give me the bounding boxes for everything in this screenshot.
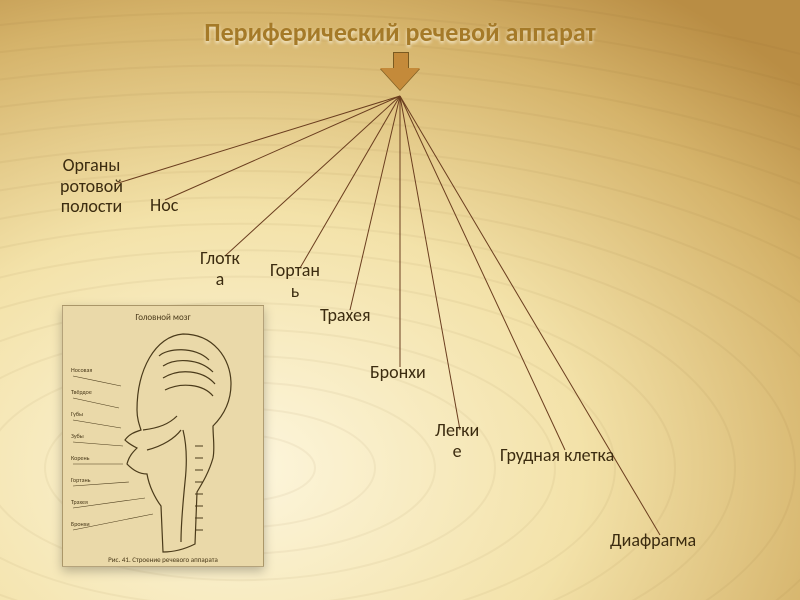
svg-text:Рис. 41. Строение речевого апп: Рис. 41. Строение речевого аппарата xyxy=(108,555,218,564)
fan-line xyxy=(165,96,400,200)
anatomy-svg: Головной мозг xyxy=(63,306,263,566)
slide-stage: Периферический речевой аппарат Органы ро… xyxy=(0,0,800,600)
fan-line xyxy=(350,96,400,310)
svg-text:Твёрдое: Твёрдое xyxy=(71,388,92,396)
fan-line xyxy=(400,96,565,450)
fan-label: Бронхи xyxy=(370,362,426,383)
svg-text:Зубы: Зубы xyxy=(71,432,84,440)
fan-label: Диафрагма xyxy=(610,530,696,551)
fan-label: Нос xyxy=(150,195,178,216)
svg-text:Носовая: Носовая xyxy=(71,366,92,374)
svg-text:Бронхи: Бронхи xyxy=(71,520,90,528)
fan-label: Глотк а xyxy=(200,248,240,289)
fan-label: Грудная клетка xyxy=(500,445,614,466)
svg-text:Трахея: Трахея xyxy=(71,498,88,506)
svg-text:Корень: Корень xyxy=(71,454,90,462)
fan-label: Легки е xyxy=(435,420,479,461)
anatomy-image: Головной мозг xyxy=(62,305,264,567)
svg-text:Головной мозг: Головной мозг xyxy=(135,312,191,323)
svg-text:Губы: Губы xyxy=(71,410,83,418)
fan-label: Гортан ь xyxy=(270,260,320,301)
fan-line xyxy=(225,96,400,256)
fan-line xyxy=(115,96,400,184)
fan-label: Трахея xyxy=(320,305,371,326)
svg-text:Гортань: Гортань xyxy=(71,476,91,484)
fan-label: Органы ротовой полости xyxy=(60,155,123,217)
